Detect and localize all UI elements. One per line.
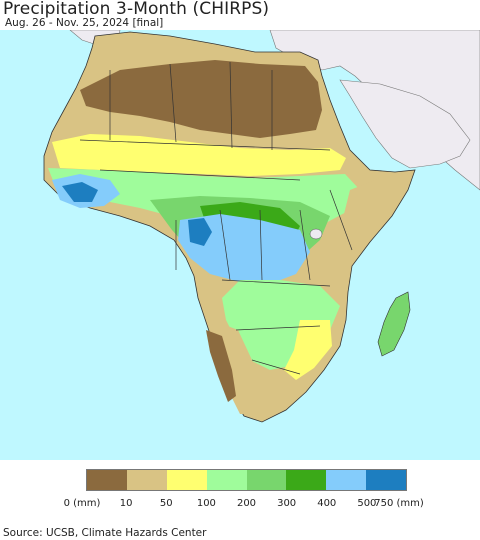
west-coast-very-wet [62, 182, 98, 202]
legend-swatch-1 [126, 470, 167, 490]
legend-tick-label: 100 [196, 498, 216, 509]
gabon-very-wet [188, 218, 212, 246]
source-credit: Source: UCSB, Climate Hazards Center [3, 527, 207, 539]
southern-africa-dry [212, 320, 262, 414]
legend-tick-label: 10 [119, 498, 133, 509]
legend-swatch-5 [286, 470, 327, 490]
sahara-dry-region [80, 60, 322, 138]
legend-tick-label: 300 [277, 498, 297, 509]
madagascar [377, 291, 411, 357]
legend-tick-label: 400 [317, 498, 337, 509]
legend-color-bar [86, 469, 407, 491]
legend-swatch-6 [326, 470, 367, 490]
legend-tick-label: 50 [159, 498, 173, 509]
legend-swatch-3 [206, 470, 247, 490]
legend-swatch-4 [246, 470, 287, 490]
lake-victoria [309, 228, 323, 240]
sahel-band [52, 134, 346, 176]
precipitation-map [43, 30, 480, 423]
legend-tick-label: 500 [357, 498, 377, 509]
page-title: Precipitation 3-Month (CHIRPS) [3, 0, 270, 19]
date-range-subtitle: Aug. 26 - Nov. 25, 2024 [final] [5, 17, 164, 29]
legend-swatch-0 [87, 470, 127, 490]
namib-very-dry [206, 330, 236, 402]
legend-tick-label: 750 (mm) [374, 498, 424, 509]
legend-tick-label: 0 (mm) [63, 498, 101, 509]
horn-dry-zone [340, 174, 408, 254]
country-borders [79, 61, 353, 375]
legend-swatch-2 [166, 470, 207, 490]
legend-tick-label: 200 [236, 498, 257, 509]
map-area [0, 30, 480, 460]
arabian-peninsula [339, 79, 471, 169]
legend-swatch-7 [366, 470, 406, 490]
east-south-yellow [284, 320, 332, 380]
